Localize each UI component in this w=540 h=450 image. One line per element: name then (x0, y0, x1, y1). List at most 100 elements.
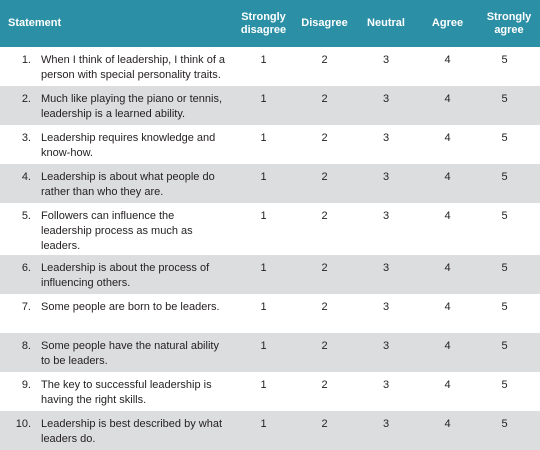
rating-option-2[interactable]: 2 (321, 171, 328, 183)
rating-option-3[interactable]: 3 (382, 262, 390, 274)
table-row: 1. When I think of leadership, I think of… (0, 47, 540, 86)
statement-text: Some people have the natural ability to … (41, 340, 219, 367)
statement-text: Leadership is best described by what lea… (41, 418, 222, 445)
statement-number: 1. (21, 54, 31, 66)
rating-option-5[interactable]: 5 (501, 418, 508, 430)
statement-number: 8. (21, 340, 31, 352)
rating-option-1[interactable]: 1 (260, 210, 267, 222)
table-row: 9. The key to successful leadership is ha… (0, 372, 540, 411)
rating-option-1[interactable]: 1 (260, 301, 267, 313)
rating-option-5[interactable]: 5 (501, 171, 508, 183)
header-neutral: Neutral (367, 17, 405, 29)
rating-option-1[interactable]: 1 (260, 171, 267, 183)
table-row: 4. Leadership is about what people do rat… (0, 164, 540, 203)
header-strongly-disagree: Strongly disagree (240, 10, 287, 36)
rating-option-1[interactable]: 1 (260, 93, 267, 105)
statement-cell: 6. Leadership is about the process of inf… (0, 255, 233, 294)
rating-option-4[interactable]: 4 (444, 171, 451, 183)
statement-number: 4. (21, 171, 31, 183)
rating-option-5[interactable]: 5 (501, 301, 508, 313)
rating-option-3[interactable]: 3 (382, 132, 390, 144)
statement-cell: 5. Followers can influence the leadership… (0, 203, 233, 255)
rating-option-2[interactable]: 2 (321, 301, 328, 313)
statement-number: 5. (21, 210, 31, 222)
statement-wrap: 8. Some people have the natural ability t… (8, 339, 227, 369)
rating-option-3[interactable]: 3 (382, 340, 390, 352)
rating-option-4[interactable]: 4 (444, 54, 451, 66)
rating-option-1[interactable]: 1 (260, 132, 267, 144)
rating-option-4[interactable]: 4 (444, 301, 451, 313)
header-disagree: Disagree (301, 17, 348, 29)
rating-option-4[interactable]: 4 (444, 262, 451, 274)
statement-number: 6. (21, 262, 31, 274)
statement-number: 3. (21, 132, 31, 144)
rating-option-4[interactable]: 4 (444, 418, 451, 430)
rating-option-3[interactable]: 3 (382, 301, 390, 313)
statement-number: 10. (15, 418, 31, 430)
statement-text: Much like playing the piano or tennis, l… (41, 93, 222, 120)
statement-wrap: 6. Leadership is about the process of inf… (8, 261, 227, 291)
statement-text: Leadership is about what people do rathe… (41, 171, 215, 198)
table-row: 3. Leadership requires knowledge and know… (0, 125, 540, 164)
statement-wrap: 3. Leadership requires knowledge and know… (8, 131, 227, 161)
rating-option-3[interactable]: 3 (382, 210, 390, 222)
rating-option-2[interactable]: 2 (321, 210, 328, 222)
table-row: 10. Leadership is best described by what … (0, 411, 540, 450)
rating-option-2[interactable]: 2 (321, 418, 328, 430)
header-agree: Agree (431, 17, 464, 29)
rating-option-5[interactable]: 5 (501, 132, 508, 144)
header-row: Statement Strongly disagree Disagree Neu… (0, 0, 540, 47)
rating-option-4[interactable]: 4 (444, 379, 451, 391)
rating-option-4[interactable]: 4 (444, 132, 451, 144)
statement-number: 7. (21, 301, 31, 313)
rating-option-4[interactable]: 4 (444, 340, 451, 352)
statement-wrap: 1. When I think of leadership, I think of… (8, 53, 227, 83)
statement-wrap: 2. Much like playing the piano or tennis,… (8, 92, 227, 122)
table-row: 2. Much like playing the piano or tennis,… (0, 86, 540, 125)
rating-option-1[interactable]: 1 (260, 340, 267, 352)
header-strongly-agree: Strongly agree (486, 10, 532, 36)
table-row: 5. Followers can influence the leadership… (0, 203, 540, 255)
table-row: 8. Some people have the natural ability t… (0, 333, 540, 372)
table-row: 7. Some people are born to be leaders. 1 2 3… (0, 294, 540, 333)
rating-option-2[interactable]: 2 (321, 262, 328, 274)
statement-wrap: 4. Leadership is about what people do rat… (8, 170, 227, 200)
rating-option-4[interactable]: 4 (444, 93, 451, 105)
rating-option-1[interactable]: 1 (260, 262, 267, 274)
statement-text: Leadership requires knowledge and know-h… (41, 132, 216, 159)
rating-option-3[interactable]: 3 (382, 171, 390, 183)
rating-option-3[interactable]: 3 (382, 93, 390, 105)
rating-option-1[interactable]: 1 (260, 379, 267, 391)
statement-text: The key to successful leadership is havi… (41, 379, 212, 406)
rating-option-5[interactable]: 5 (501, 54, 508, 66)
rating-option-2[interactable]: 2 (321, 54, 328, 66)
statement-text: Some people are born to be leaders. (41, 301, 220, 313)
statement-cell: 9. The key to successful leadership is ha… (0, 372, 233, 411)
rating-option-5[interactable]: 5 (501, 379, 508, 391)
rating-option-3[interactable]: 3 (382, 418, 390, 430)
rating-option-1[interactable]: 1 (260, 418, 267, 430)
statement-text: Followers can influence the leadership p… (41, 210, 193, 252)
statement-wrap: 10. Leadership is best described by what … (8, 417, 227, 447)
rating-option-1[interactable]: 1 (260, 54, 267, 66)
rating-option-5[interactable]: 5 (501, 210, 508, 222)
statement-cell: 10. Leadership is best described by what … (0, 411, 233, 450)
rating-option-2[interactable]: 2 (321, 93, 328, 105)
statement-wrap: 9. The key to successful leadership is ha… (8, 378, 227, 408)
statement-number: 9. (21, 379, 31, 391)
rating-option-5[interactable]: 5 (501, 93, 508, 105)
rating-option-4[interactable]: 4 (444, 210, 451, 222)
rating-option-2[interactable]: 2 (321, 132, 328, 144)
rating-option-5[interactable]: 5 (501, 262, 508, 274)
table-row: 6. Leadership is about the process of inf… (0, 255, 540, 294)
rating-option-2[interactable]: 2 (321, 379, 328, 391)
header-statement: Statement (8, 17, 62, 29)
rating-option-2[interactable]: 2 (321, 340, 328, 352)
statement-cell: 3. Leadership requires knowledge and know… (0, 125, 233, 164)
statement-cell: 1. When I think of leadership, I think of… (0, 47, 233, 86)
rating-option-3[interactable]: 3 (382, 379, 390, 391)
rating-option-5[interactable]: 5 (501, 340, 508, 352)
rating-option-3[interactable]: 3 (382, 54, 390, 66)
statement-text: Leadership is about the process of influ… (41, 262, 210, 289)
